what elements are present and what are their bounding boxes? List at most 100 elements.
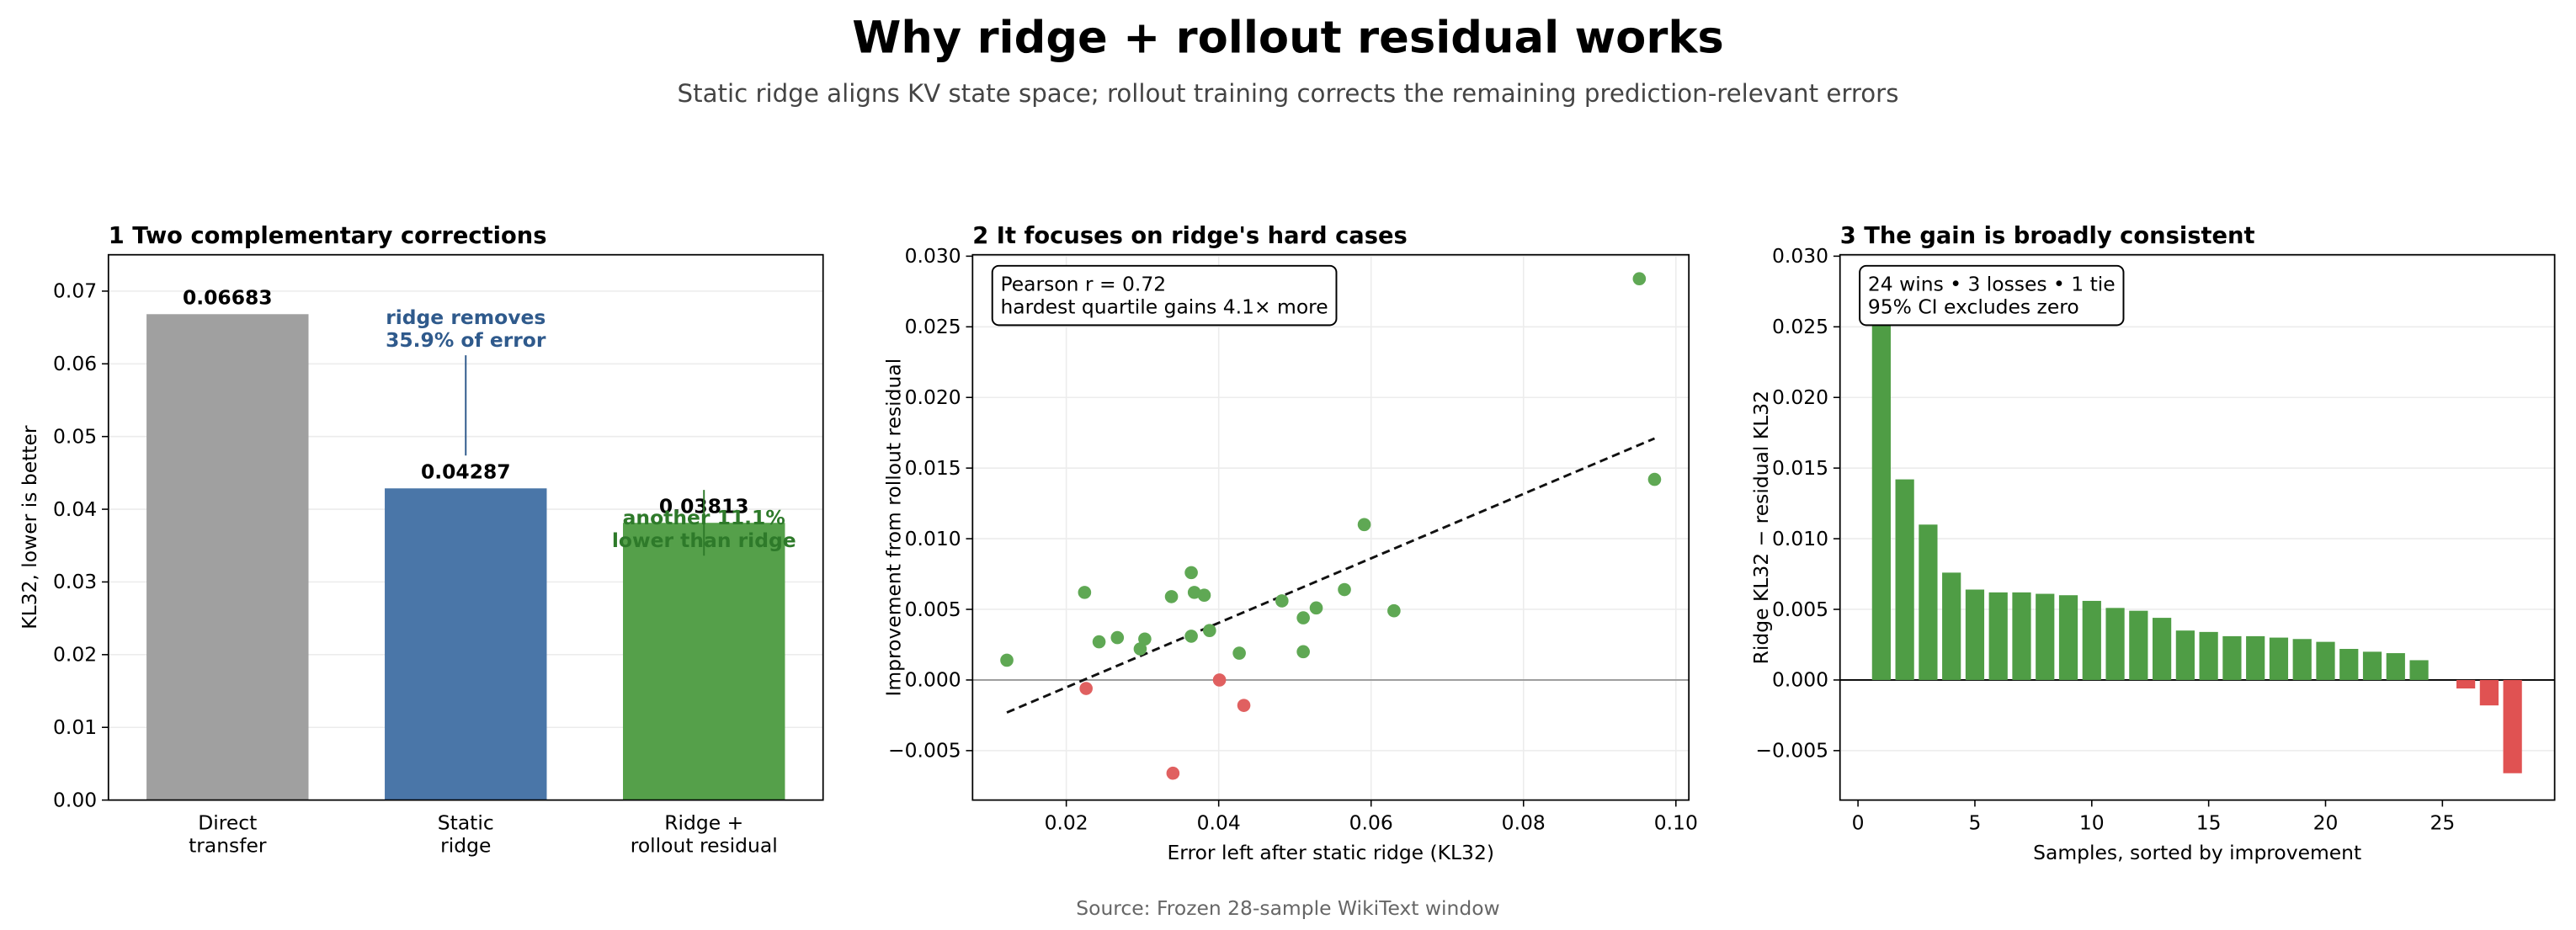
scatter-point bbox=[1237, 699, 1251, 712]
scatter-point bbox=[1000, 653, 1014, 667]
bar bbox=[623, 523, 785, 800]
bar bbox=[2386, 653, 2405, 680]
y-tick-label: 0.00 bbox=[53, 788, 97, 811]
plot-frame bbox=[1839, 253, 2556, 801]
bar bbox=[1919, 524, 1938, 680]
annotation: Pearson r = 0.72 hardest quartile gains 4… bbox=[1000, 273, 1328, 319]
scatter-point bbox=[1187, 586, 1201, 599]
y-tick-label: 0.03 bbox=[53, 570, 97, 593]
y-tick-label: 0.020 bbox=[905, 385, 961, 409]
annotation: 24 wins • 3 losses • 1 tie 95% CI exclude… bbox=[1868, 273, 2116, 319]
x-tick-label: 5 bbox=[1968, 811, 1981, 835]
bar bbox=[2105, 608, 2125, 680]
annotation-box: Pearson r = 0.72 hardest quartile gains 4… bbox=[991, 264, 1338, 327]
bar bbox=[146, 314, 309, 800]
x-tick-label: 0.08 bbox=[1502, 811, 1546, 835]
source-note: Source: Frozen 28-sample WikiText window bbox=[1076, 896, 1499, 920]
scatter-point bbox=[1296, 645, 1310, 659]
value-label: 0.04287 bbox=[421, 460, 511, 484]
scatter-point bbox=[1212, 673, 1227, 687]
bar bbox=[2036, 593, 2055, 680]
bar bbox=[2222, 635, 2242, 680]
y-tick-label: 0.05 bbox=[53, 424, 97, 448]
x-axis-label: Samples, sorted by improvement bbox=[2033, 841, 2361, 864]
scatter-point bbox=[1166, 766, 1180, 780]
bar bbox=[1988, 592, 2008, 680]
y-tick-label: 0.010 bbox=[1772, 527, 1828, 550]
y-axis-label: Ridge KL32 − residual KL32 bbox=[1749, 391, 1773, 664]
y-tick-label: 0.025 bbox=[1772, 315, 1828, 338]
scatter-point bbox=[1184, 566, 1198, 580]
x-tick-label: 25 bbox=[2430, 811, 2455, 835]
scatter-point bbox=[1079, 682, 1093, 695]
x-tick-label: 0 bbox=[1852, 811, 1865, 835]
scatter-point bbox=[1309, 601, 1323, 615]
y-tick-label: 0.000 bbox=[905, 668, 961, 692]
x-tick-label: Ridge + rollout residual bbox=[631, 811, 778, 858]
scatter-point bbox=[1110, 630, 1125, 645]
scatter-point bbox=[1092, 635, 1106, 649]
scatter-point bbox=[1232, 646, 1246, 660]
bar bbox=[2175, 630, 2195, 680]
x-tick-label: Direct transfer bbox=[189, 811, 267, 858]
value-label: 0.06683 bbox=[183, 286, 273, 310]
bar bbox=[2246, 635, 2265, 680]
bar bbox=[1942, 572, 1961, 680]
scatter-point bbox=[1197, 588, 1211, 603]
y-tick-label: 0.005 bbox=[1772, 598, 1828, 621]
scatter-point bbox=[1203, 624, 1216, 637]
scatter-point bbox=[1133, 642, 1147, 656]
y-tick-label: −0.005 bbox=[1755, 739, 1828, 763]
bar bbox=[2012, 592, 2031, 680]
x-tick-label: 0.02 bbox=[1045, 811, 1088, 835]
x-tick-label: 15 bbox=[2196, 811, 2222, 835]
y-tick-label: 0.005 bbox=[905, 598, 961, 621]
y-tick-label: 0.025 bbox=[905, 315, 961, 338]
scatter-point bbox=[1138, 632, 1152, 646]
y-tick-label: 0.015 bbox=[1772, 456, 1828, 480]
y-tick-label: 0.020 bbox=[1772, 385, 1828, 409]
x-tick-label: 0.06 bbox=[1349, 811, 1393, 835]
y-tick-label: 0.06 bbox=[53, 352, 97, 375]
annotation-frame bbox=[991, 264, 1338, 327]
annotation-box: 24 wins • 3 losses • 1 tie 95% CI exclude… bbox=[1859, 264, 2125, 327]
bar bbox=[2316, 641, 2335, 680]
y-axis-label: Improvement from rollout residual bbox=[881, 359, 905, 697]
bar bbox=[1965, 589, 1985, 680]
scatter-point bbox=[1338, 582, 1351, 597]
panel-title: 1 Two complementary corrections bbox=[109, 223, 547, 249]
bar bbox=[2409, 660, 2429, 680]
bar bbox=[2058, 595, 2078, 680]
scatter-point bbox=[1184, 630, 1198, 643]
y-tick-label: −0.005 bbox=[888, 739, 961, 763]
y-tick-label: 0.04 bbox=[53, 497, 97, 521]
bar bbox=[2456, 679, 2476, 689]
scatter-point bbox=[1387, 603, 1401, 618]
y-axis-label: KL32, lower is better bbox=[18, 425, 41, 630]
bar bbox=[2152, 618, 2172, 680]
bar bbox=[1895, 479, 1914, 680]
y-tick-label: 0.07 bbox=[53, 279, 97, 303]
panel-title: 3 The gain is broadly consistent bbox=[1840, 223, 2255, 249]
bar bbox=[2339, 649, 2359, 680]
bar bbox=[2292, 639, 2312, 680]
bar bbox=[1871, 279, 1891, 680]
figure-title: Why ridge + rollout residual works bbox=[852, 13, 1723, 64]
scatter-point bbox=[1078, 586, 1092, 599]
scatter-point bbox=[1275, 594, 1289, 608]
x-axis-label: Error left after static ridge (KL32) bbox=[1167, 841, 1493, 864]
bar bbox=[2199, 631, 2218, 680]
x-tick-label: 20 bbox=[2313, 811, 2339, 835]
bar bbox=[2362, 651, 2382, 680]
scatter-point bbox=[1632, 272, 1647, 286]
y-tick-label: 0.010 bbox=[905, 527, 961, 550]
plot-frame bbox=[107, 253, 824, 801]
figure-subtitle: Static ridge aligns KV state space; roll… bbox=[678, 79, 1899, 108]
bar bbox=[385, 488, 547, 800]
y-tick-label: 0.030 bbox=[905, 244, 961, 268]
y-tick-label: 0.01 bbox=[53, 715, 97, 739]
bar bbox=[2082, 600, 2101, 680]
annotation-frame bbox=[1859, 264, 2125, 327]
